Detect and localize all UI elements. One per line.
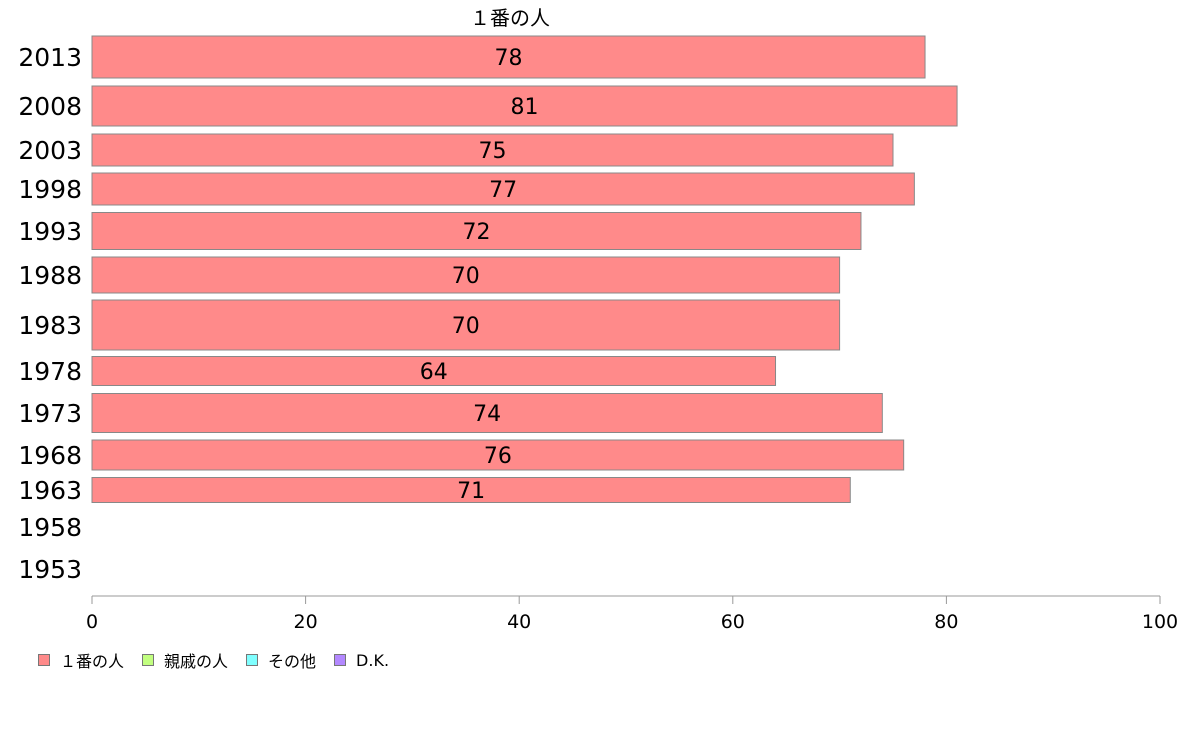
legend-item: 親戚の人 — [142, 648, 228, 672]
legend-label: その他 — [268, 652, 317, 671]
bar — [91, 356, 777, 386]
y-axis-labels: 2013 2008 2003 1998 1993 1988 1983 1978 1973 1968… — [18, 43, 82, 584]
legend-label: D.K. — [356, 650, 390, 670]
y-tick-label: 1963 — [18, 476, 82, 505]
y-tick-label: 1973 — [18, 399, 82, 428]
bar — [91, 477, 851, 503]
bar-value-label: 64 — [420, 360, 448, 385]
x-tick-label: 20 — [294, 611, 318, 633]
x-tick-label: 60 — [721, 611, 745, 633]
legend-swatch — [334, 654, 347, 666]
y-tick-label: 1988 — [18, 261, 82, 290]
bar-value-label: 70 — [452, 314, 480, 339]
bar-value-label: 77 — [489, 178, 517, 203]
legend-item: D.K. — [334, 651, 389, 670]
y-tick-label: 1968 — [18, 441, 82, 470]
x-axis: 0 20 40 60 80 100 — [86, 595, 1178, 633]
bar — [91, 35, 926, 79]
bar — [91, 212, 862, 250]
y-tick-label: 1978 — [18, 357, 82, 386]
y-tick-label: 1998 — [18, 175, 82, 204]
y-tick-label: 1993 — [18, 217, 82, 246]
bar — [91, 172, 915, 206]
y-tick-label: 1958 — [18, 513, 82, 542]
legend-item: １番の人 — [38, 648, 124, 672]
bar-value-label: 81 — [511, 95, 539, 120]
series-top-label: １番の人 — [470, 6, 550, 30]
x-tick-label: 40 — [507, 611, 531, 633]
x-tick-label: 100 — [1142, 611, 1178, 633]
y-tick-label: 1983 — [18, 311, 82, 340]
legend-swatch — [142, 654, 155, 666]
legend: １番の人 親戚の人 その他 D.K. — [38, 648, 407, 672]
bar-value-label: 72 — [462, 220, 490, 245]
bar-value-label: 70 — [452, 264, 480, 289]
x-tick-label: 80 — [934, 611, 958, 633]
legend-swatch — [246, 654, 259, 666]
bar-value-label: 76 — [484, 444, 512, 469]
y-tick-label: 2003 — [18, 136, 82, 165]
bar-value-label: 71 — [457, 479, 485, 504]
legend-item: その他 — [246, 648, 316, 672]
bar — [91, 256, 841, 294]
bar-value-label: 78 — [495, 46, 523, 71]
bar — [91, 299, 841, 351]
bar-value-label: 75 — [479, 139, 507, 164]
y-tick-label: 2008 — [18, 92, 82, 121]
bar — [91, 393, 883, 433]
x-tick-label: 0 — [86, 611, 98, 633]
bar — [91, 85, 958, 127]
bar — [91, 133, 894, 167]
bar — [91, 439, 905, 471]
legend-swatch — [38, 654, 50, 666]
bar-value-label: 74 — [473, 402, 501, 427]
legend-label: １番の人 — [60, 652, 125, 671]
legend-label: 親戚の人 — [164, 652, 229, 671]
y-tick-label: 1953 — [18, 555, 82, 584]
y-tick-label: 2013 — [18, 43, 82, 72]
